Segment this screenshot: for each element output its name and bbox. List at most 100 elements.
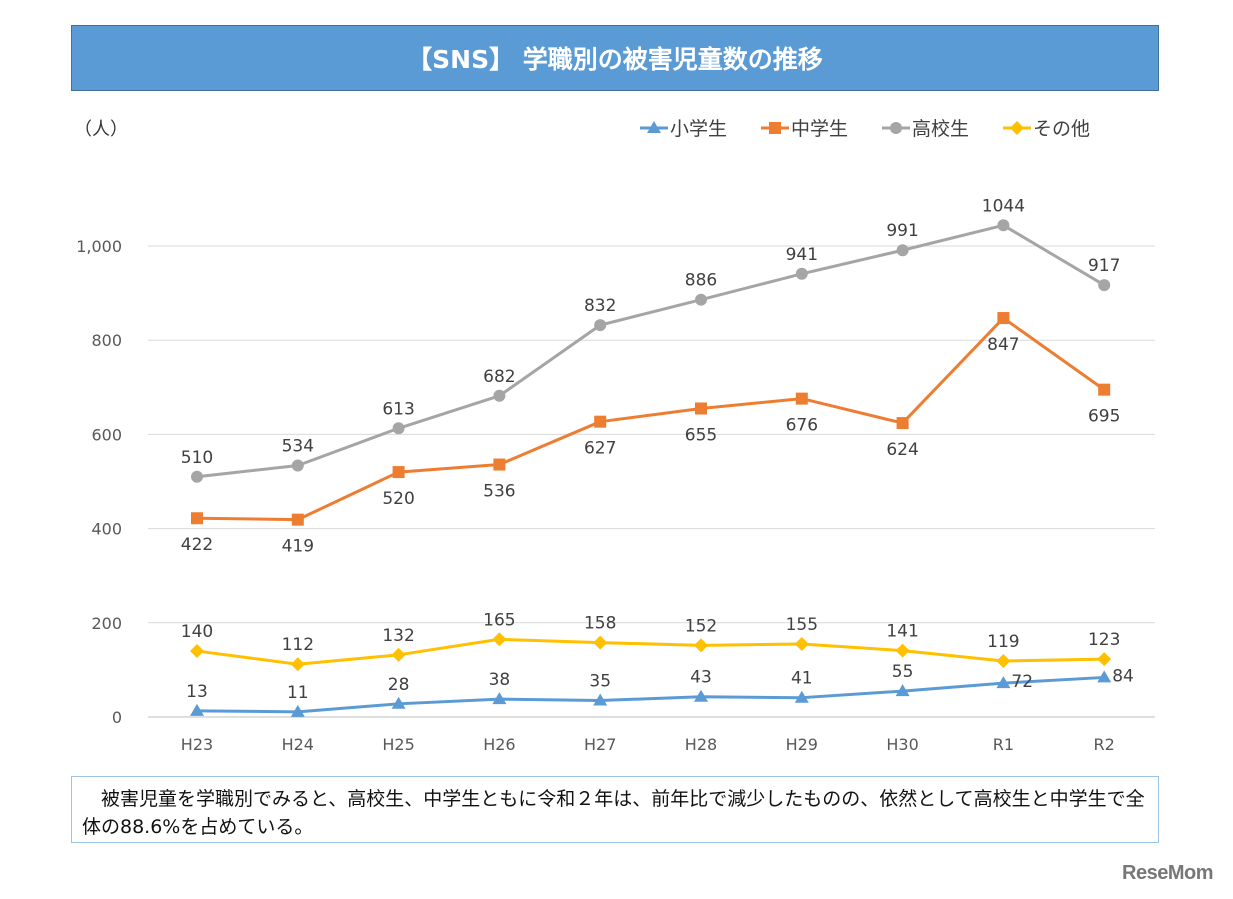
data-point	[1097, 670, 1112, 683]
data-point	[996, 676, 1011, 689]
y-tick-label: 200	[91, 614, 122, 633]
data-label: 72	[1011, 672, 1033, 692]
data-label: 165	[483, 610, 515, 630]
legend-marker-icon	[882, 121, 911, 134]
data-label: 141	[886, 622, 918, 642]
data-label: 28	[388, 675, 410, 695]
resemom-logo: ReseMom	[1122, 862, 1213, 884]
x-tick-label: H29	[786, 735, 818, 754]
x-tick-label: R1	[993, 735, 1014, 754]
data-label: 84	[1112, 666, 1134, 686]
y-tick-label: 800	[91, 331, 122, 350]
data-point	[895, 643, 910, 658]
data-point	[493, 458, 506, 471]
data-point	[896, 417, 909, 430]
data-label: 886	[685, 271, 717, 291]
y-tick-label: 1,000	[76, 237, 122, 256]
legend-label: その他	[1033, 118, 1091, 140]
series-line-2	[196, 223, 1105, 479]
data-point	[392, 466, 405, 479]
x-tick-label: H28	[685, 735, 717, 754]
data-point	[997, 219, 1010, 232]
data-label: 119	[987, 632, 1019, 652]
data-label: 11	[287, 683, 309, 703]
y-tick-label: 600	[91, 425, 122, 444]
x-tick-label: H30	[886, 735, 918, 754]
data-point	[1097, 652, 1112, 667]
data-label: 158	[584, 614, 616, 634]
series-line-3	[196, 637, 1105, 666]
data-point	[695, 293, 707, 306]
data-point	[290, 657, 305, 672]
data-point	[391, 647, 406, 662]
data-point	[191, 470, 203, 483]
data-label: 140	[181, 622, 213, 642]
data-point	[493, 389, 506, 402]
data-label: 534	[282, 436, 314, 456]
data-point	[794, 690, 809, 703]
data-label: 682	[483, 367, 515, 387]
data-point	[795, 267, 808, 280]
data-point	[392, 422, 405, 435]
y-tick-label: 400	[91, 520, 122, 539]
data-point	[190, 703, 204, 716]
x-tick-label: R2	[1094, 735, 1115, 754]
data-label: 123	[1088, 630, 1120, 650]
data-label: 991	[886, 221, 918, 241]
data-label: 676	[786, 416, 818, 436]
legend-item: 小学生	[640, 114, 727, 141]
data-label: 917	[1088, 256, 1120, 276]
line-chart: 0 200 400 600 800 1,000 H23 H24 H25 H26 H27 H28 H29 H…	[76, 196, 1155, 754]
data-point	[694, 638, 708, 653]
series-line-0	[196, 675, 1105, 714]
data-label: 1044	[982, 196, 1025, 216]
data-point	[593, 693, 608, 706]
data-point	[1098, 383, 1111, 396]
data-label: 152	[685, 616, 717, 636]
data-label: 422	[181, 535, 213, 555]
x-tick-label: H27	[584, 735, 616, 754]
data-label: 419	[282, 537, 314, 557]
x-tick-label: H25	[382, 735, 414, 754]
legend-item: 高校生	[882, 114, 969, 141]
legend-marker-icon	[761, 121, 790, 134]
legend-label: 高校生	[912, 118, 970, 140]
data-label: 536	[483, 482, 515, 502]
legend: 小学生 中学生 高校生 その他	[640, 114, 1090, 141]
data-label: 520	[382, 489, 414, 509]
data-point	[191, 512, 203, 525]
data-point	[291, 513, 304, 526]
series-line-1	[196, 316, 1106, 522]
data-label: 155	[786, 615, 818, 635]
y-axis-unit: （人）	[74, 119, 128, 140]
data-point	[996, 653, 1011, 668]
legend-label: 中学生	[791, 118, 849, 140]
data-point	[794, 636, 809, 651]
x-tick-label: H23	[181, 735, 213, 754]
legend-marker-icon	[1003, 120, 1032, 135]
summary-note: 被害児童を学職別でみると、高校生、中学生ともに令和２年は、前年比で減少したものの…	[71, 776, 1159, 843]
data-label: 627	[584, 439, 616, 459]
data-point	[594, 415, 607, 428]
data-label: 132	[382, 626, 414, 646]
data-label: 847	[987, 335, 1019, 355]
data-point	[895, 684, 910, 697]
data-label: 35	[589, 672, 611, 692]
data-point	[290, 704, 305, 717]
y-tick-label: 0	[112, 708, 122, 727]
x-tick-label: H24	[282, 735, 314, 754]
data-point	[694, 689, 708, 702]
data-label: 55	[892, 662, 914, 682]
x-tick-label: H26	[483, 735, 515, 754]
legend-marker-icon	[640, 120, 668, 133]
data-point	[695, 402, 707, 415]
data-label: 13	[186, 682, 208, 702]
data-point	[594, 319, 607, 332]
data-point	[492, 632, 507, 647]
legend-label: 小学生	[670, 118, 728, 140]
data-point	[391, 696, 406, 709]
data-label: 941	[786, 245, 818, 265]
data-point	[795, 392, 808, 405]
data-point	[997, 312, 1010, 325]
data-label: 655	[685, 425, 717, 445]
